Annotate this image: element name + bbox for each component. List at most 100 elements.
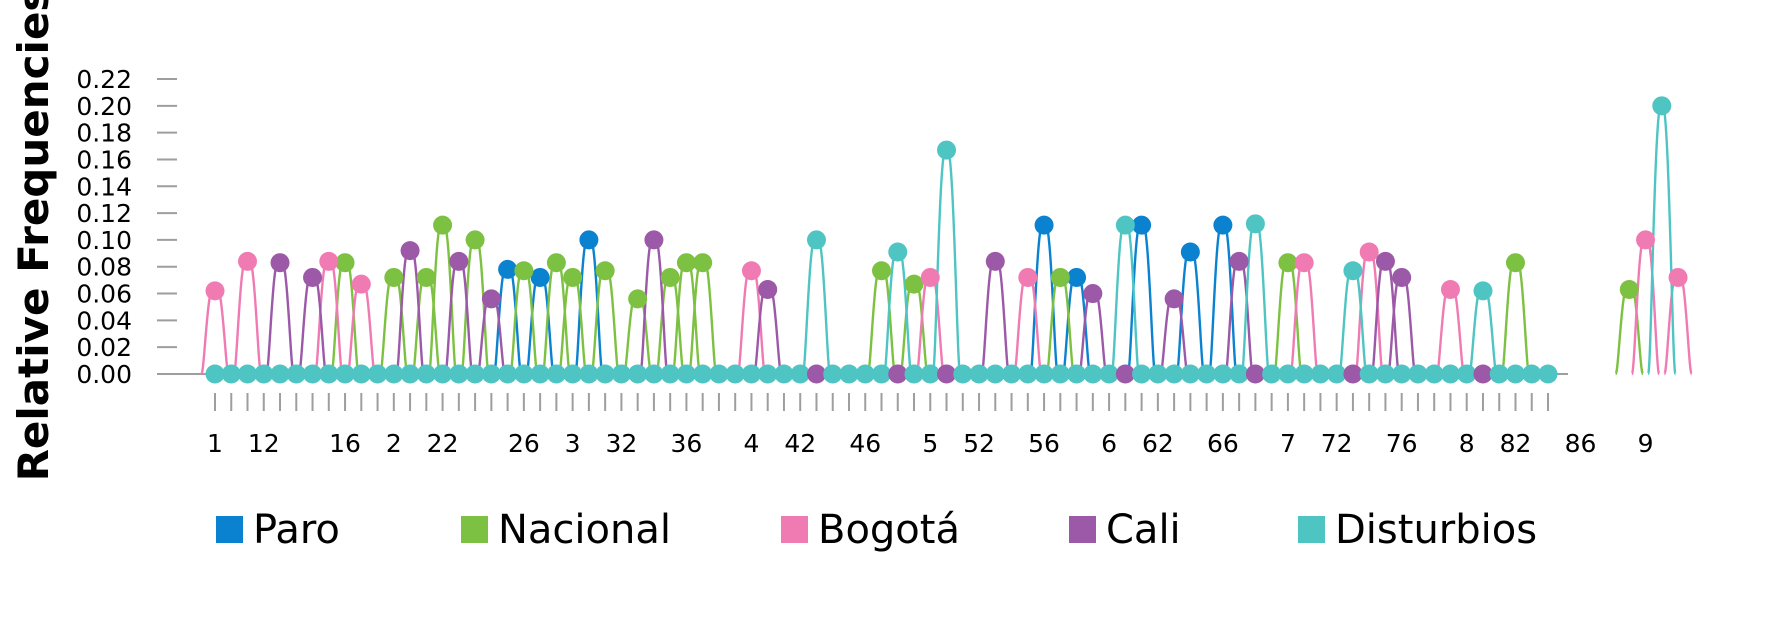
- zero-point: [238, 364, 258, 384]
- data-point-cali: [270, 253, 290, 273]
- zero-point: [1083, 364, 1103, 384]
- zero-point: [1522, 364, 1542, 384]
- data-point-paro: [1180, 242, 1200, 262]
- x-tick-label: 56: [1028, 429, 1060, 458]
- data-point-bogotá: [1440, 280, 1460, 300]
- zero-point: [1440, 364, 1460, 384]
- data-point-paro: [498, 259, 518, 279]
- data-point-nacional: [904, 274, 924, 294]
- series-line-nacional: [1614, 285, 1645, 376]
- data-point-nacional: [872, 261, 891, 281]
- zero-point: [1310, 364, 1330, 384]
- x-tick-label: 1: [207, 429, 223, 458]
- data-point-disturbios: [1473, 281, 1493, 301]
- x-tick-label: 62: [1142, 429, 1174, 458]
- zero-point: [758, 364, 778, 384]
- x-tick-label: 66: [1207, 429, 1239, 458]
- zero-point: [1392, 364, 1412, 384]
- series-line-disturbios: [1468, 286, 1498, 376]
- zero-point: [1278, 364, 1298, 384]
- series-line-nacional: [1500, 259, 1531, 376]
- zero-point: [774, 364, 794, 384]
- data-point-bogotá: [1018, 267, 1038, 287]
- y-tick-label: 0.14: [76, 172, 132, 201]
- zero-point: [449, 364, 469, 384]
- zero-point: [823, 364, 843, 384]
- data-point-cali: [481, 289, 501, 309]
- zero-point: [1115, 364, 1135, 384]
- zero-point: [628, 364, 648, 384]
- zero-point: [839, 364, 859, 384]
- zero-point: [693, 364, 713, 384]
- data-point-cali: [644, 230, 664, 250]
- data-point-disturbios: [1343, 261, 1363, 281]
- data-point-cali: [1083, 284, 1103, 304]
- legend-swatch-bogotá: [781, 516, 808, 543]
- x-tick-label: 22: [427, 429, 459, 458]
- series-line-bogotá: [1630, 236, 1661, 376]
- zero-point: [481, 364, 501, 384]
- zero-point: [465, 364, 485, 384]
- y-tick-label: 0.12: [76, 199, 132, 228]
- zero-point: [319, 364, 339, 384]
- zero-point: [985, 364, 1005, 384]
- data-point-disturbios: [1115, 215, 1135, 235]
- zero-point: [1538, 364, 1558, 384]
- zero-point: [806, 364, 826, 384]
- data-point-bogotá: [351, 274, 371, 294]
- series-line-bogotá: [1663, 273, 1693, 376]
- zero-point: [1018, 364, 1038, 384]
- zero-point: [1229, 364, 1249, 384]
- data-point-nacional: [595, 261, 615, 281]
- zero-point: [351, 364, 371, 384]
- y-tick-label: 0.06: [76, 280, 132, 309]
- legend: Paro Nacional Bogotá Cali Disturbios: [216, 507, 1537, 553]
- series-line-cali: [639, 236, 669, 376]
- zero-point: [514, 364, 534, 384]
- data-point-nacional: [514, 261, 534, 281]
- zero-point: [416, 364, 436, 384]
- zero-point: [644, 364, 664, 384]
- data-point-bogotá: [238, 251, 258, 271]
- zero-point: [1034, 364, 1054, 384]
- series-line-bogotá: [200, 286, 230, 376]
- zero-point: [546, 364, 566, 384]
- zero-point: [741, 364, 761, 384]
- data-point-bogotá: [1359, 242, 1379, 262]
- zero-point: [1424, 364, 1444, 384]
- zero-point: [953, 364, 973, 384]
- zero-point: [579, 364, 599, 384]
- x-tick-label: 6: [1101, 429, 1117, 458]
- y-tick-label: 0.20: [76, 92, 132, 121]
- zero-point: [1197, 364, 1217, 384]
- zero-point: [1164, 364, 1184, 384]
- data-point-paro: [1067, 267, 1087, 287]
- data-point-cali: [303, 267, 323, 287]
- data-point-disturbios: [806, 230, 826, 250]
- data-point-nacional: [1505, 253, 1525, 273]
- series-line-bogotá: [1435, 285, 1466, 376]
- x-tick-label: 36: [671, 429, 703, 458]
- zero-point: [969, 364, 989, 384]
- series-line-cali: [395, 247, 425, 376]
- zero-point: [1099, 364, 1119, 384]
- zero-point: [1359, 364, 1379, 384]
- x-tick-label: 52: [963, 429, 995, 458]
- zero-point: [920, 364, 940, 384]
- zero-point: [790, 364, 810, 384]
- zero-point: [1002, 364, 1022, 384]
- y-tick-label: 0.10: [76, 226, 132, 255]
- legend-label-cali: Cali: [1106, 507, 1181, 553]
- series-line-disturbios: [1240, 220, 1271, 376]
- data-point-bogotá: [741, 261, 761, 281]
- zero-point: [595, 364, 615, 384]
- series-line-disturbios: [801, 236, 832, 376]
- zero-point: [254, 364, 274, 384]
- x-tick-label: 42: [784, 429, 816, 458]
- legend-label-bogotá: Bogotá: [818, 507, 960, 553]
- zero-point: [221, 364, 241, 384]
- zero-point: [400, 364, 420, 384]
- x-tick-label: 32: [605, 429, 637, 458]
- data-point-bogotá: [1294, 253, 1314, 273]
